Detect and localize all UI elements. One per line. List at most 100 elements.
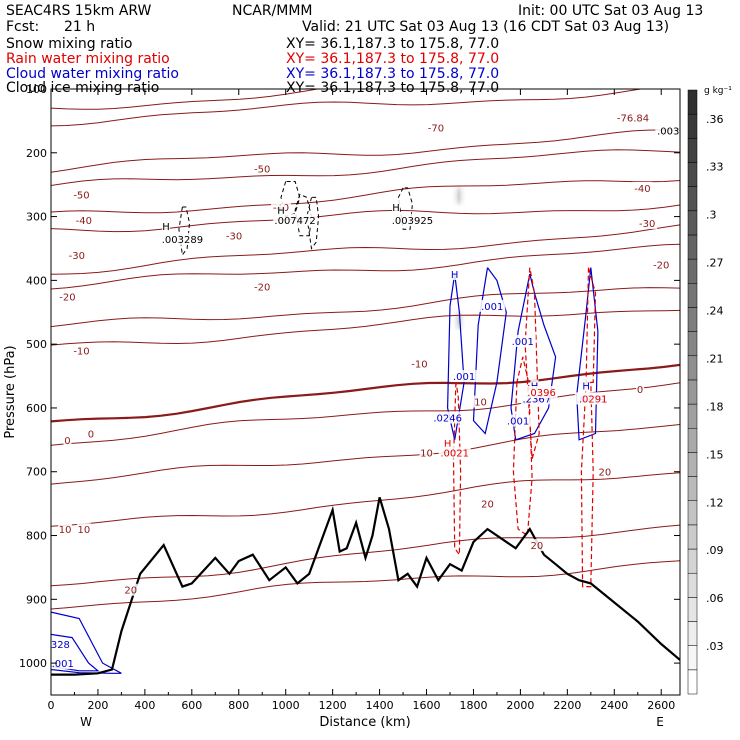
colorbar-tick-label: .24 — [706, 305, 724, 318]
contour-label: -20 — [254, 283, 270, 294]
contour-label-background — [529, 539, 544, 552]
isotherm-line — [51, 287, 680, 328]
contour-label: -50 — [254, 165, 270, 176]
contour-label: 0 — [64, 436, 70, 447]
contour-label-background — [160, 232, 205, 245]
colorbar-cell — [687, 283, 698, 308]
colorbar-tick-label: .18 — [706, 400, 724, 413]
colorbar-tick-label: .15 — [706, 448, 724, 461]
colorbar-cell — [687, 403, 698, 429]
contour-label-background — [224, 229, 245, 242]
contour-label: -50 — [73, 190, 89, 201]
contour-label-background — [76, 523, 91, 536]
y-tick-label: 700 — [26, 466, 47, 479]
x-tick-label: 1600 — [413, 699, 441, 712]
x-tick-label: 400 — [134, 699, 155, 712]
contour-label-background — [632, 181, 653, 194]
contour-label: .0291 — [579, 394, 608, 405]
init-time: Init: 00 UTC Sat 03 Aug 13 — [518, 3, 704, 19]
colorbar-tick-label: .06 — [706, 592, 724, 605]
colorbar-tick-label: .03 — [706, 640, 724, 653]
contour-label-background — [425, 121, 446, 134]
contour-label-background — [614, 111, 653, 124]
contour-label-background — [451, 370, 478, 383]
x-tick-label: 2600 — [647, 699, 675, 712]
contour-label-background — [582, 379, 591, 392]
contour-label: .001 — [512, 337, 534, 348]
rain-contour — [452, 382, 462, 557]
contour-label: H — [444, 439, 452, 450]
contour-label: -40 — [634, 184, 650, 195]
colorbar-cell — [687, 234, 698, 260]
field-name-cloud-ice: Cloud ice mixing ratio — [6, 80, 160, 96]
contour-label: 20 — [124, 586, 137, 597]
contour-label-background — [577, 392, 610, 405]
colorbar-tick-label: .36 — [706, 113, 724, 126]
cloud-ice-column — [450, 184, 467, 332]
snow-contour — [306, 196, 320, 250]
colorbar-tick-label: .21 — [706, 352, 724, 365]
contour-label-background — [530, 379, 539, 392]
contour-label-background — [71, 188, 92, 201]
snow-contour — [178, 206, 191, 257]
contour-label-background — [273, 213, 318, 226]
contour-label: 10 — [474, 398, 487, 409]
field-name-cloud-water: Cloud water mixing ratio — [6, 66, 179, 82]
colorbar-tick-label: .3 — [706, 209, 717, 222]
isotherm-line — [51, 560, 680, 610]
x-tick-label: 1200 — [319, 699, 347, 712]
isotherm-line — [51, 424, 680, 485]
y-tick-label: 100 — [26, 83, 47, 96]
contour-label: .001 — [507, 417, 529, 428]
colorbar-cell — [687, 89, 698, 115]
rain-contour — [580, 381, 594, 588]
contour-label-background — [71, 344, 92, 357]
contour-label-background — [73, 213, 94, 226]
rain-contour — [524, 267, 540, 460]
contour-label: -20 — [653, 260, 669, 271]
snow-contour — [294, 193, 313, 237]
contour-label-background — [58, 523, 73, 536]
terrain-line — [51, 496, 680, 676]
y-tick-label: 400 — [26, 274, 47, 287]
x-tick-label: 2400 — [600, 699, 628, 712]
colorbar-cell — [687, 427, 698, 453]
colorbar-tick-label: .09 — [706, 544, 724, 557]
x-tick-label: 600 — [181, 699, 202, 712]
isotherm-line — [51, 363, 680, 423]
contour-label-background — [636, 382, 645, 395]
contour-label: H — [277, 206, 285, 217]
contour-label: -30 — [226, 232, 242, 243]
contour-label-background — [390, 213, 435, 226]
contour-label-background — [438, 446, 471, 459]
cloud-water-contour — [576, 267, 599, 441]
colorbar-cell — [687, 597, 698, 622]
field-xy-snow: XY= 36.1,187.3 to 175.8, 77.0 — [286, 36, 500, 52]
contour-label: .0246 — [433, 414, 462, 425]
colorbar-cell — [687, 355, 698, 381]
contour-label-background — [419, 446, 434, 459]
contour-label: -10 — [73, 347, 89, 358]
colorbar-cell — [687, 138, 698, 163]
field-name-rain: Rain water mixing ratio — [6, 51, 170, 67]
colorbar-cell — [687, 162, 698, 187]
contour-label-background — [252, 280, 273, 293]
fcst-label: Fcst: — [6, 19, 40, 35]
contour-label: .001 — [52, 659, 74, 670]
x-tick-label: 800 — [228, 699, 249, 712]
snow-contour — [280, 181, 301, 218]
cloud-water-contour — [510, 273, 557, 441]
contour-label: 20 — [599, 468, 612, 479]
contour-label-background — [525, 386, 558, 398]
contour-label: H — [162, 222, 170, 233]
colorbar-cell — [687, 331, 698, 357]
colorbar-cell — [687, 186, 698, 212]
x-tick-label: 1000 — [272, 699, 300, 712]
x-tick-label: 2000 — [506, 699, 534, 712]
contour-label: -10 — [411, 359, 427, 370]
contour-label: .2367 — [523, 394, 552, 405]
contour-label-background — [505, 414, 532, 427]
contour-label: 0 — [637, 385, 643, 396]
contour-label-background — [637, 216, 658, 229]
y-axis-label: Pressure (hPa) — [3, 345, 18, 438]
